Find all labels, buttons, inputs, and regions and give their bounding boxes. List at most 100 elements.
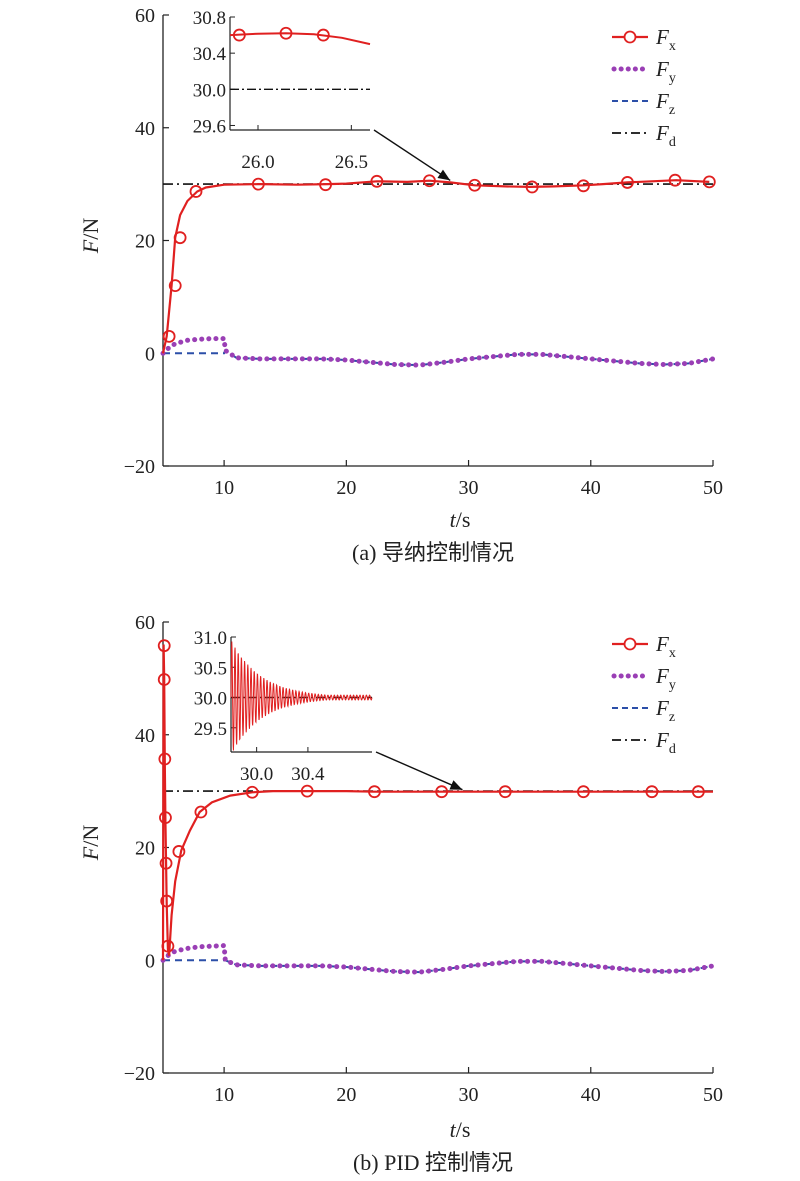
series-fx-marker	[319, 178, 332, 192]
inset-fx-marker	[279, 26, 293, 40]
legend-label-fy: Fy	[655, 57, 676, 86]
series-fx-marker	[423, 174, 436, 188]
legend-label-fd: Fd	[655, 121, 676, 150]
x-tick-label: 30	[459, 1084, 479, 1106]
series-fx-marker	[577, 179, 590, 193]
x-axis-label-unit: /s	[456, 507, 471, 532]
series-fy-line	[160, 942, 716, 975]
series-fy-line	[160, 336, 716, 368]
series-fx-line	[161, 179, 710, 354]
legend-label-main: F	[655, 57, 669, 81]
x-axis-label-var: t	[450, 1117, 457, 1142]
y-axis-label-unit: /N	[78, 825, 103, 847]
legend-label-sub: d	[669, 742, 676, 757]
x-tick-label: 10	[214, 477, 234, 499]
x-tick-label: 30	[459, 477, 479, 499]
series-fx-marker	[525, 180, 539, 194]
series-fx-marker	[621, 176, 634, 189]
legend-label-fx: Fx	[655, 25, 676, 54]
series-fx-marker	[300, 784, 314, 798]
y-axis-label-unit: /N	[78, 218, 103, 240]
zoom-arrow-line	[373, 129, 451, 182]
y-tick-label: −20	[124, 1063, 155, 1085]
legend-label-main: F	[655, 728, 669, 752]
inset-y-tick-label: 29.5	[194, 719, 227, 740]
zoom-arrow-head	[449, 780, 463, 790]
legend-label-main: F	[655, 89, 669, 113]
y-tick-label: 60	[135, 5, 155, 27]
legend-label-fz: Fz	[655, 89, 675, 118]
inset-fx-oscillation	[230, 641, 373, 751]
inset-panel: 29.5 30.0 30.5 31.0 30.0 30.4	[194, 628, 373, 785]
legend-label-main: F	[655, 696, 669, 720]
inset-fx-line	[229, 32, 371, 46]
series-fx-marker	[160, 894, 174, 908]
x-tick-label: 40	[581, 477, 601, 499]
y-tick-label: 0	[145, 950, 155, 972]
zoom-arrow-head	[437, 169, 451, 181]
inset-fx-marker	[232, 28, 246, 42]
x-tick-label: 10	[214, 1084, 234, 1106]
series-fx-marker	[368, 785, 381, 799]
x-tick-label: 50	[703, 477, 723, 499]
y-tick-label: 40	[135, 118, 155, 140]
legend-label-fx: Fx	[655, 632, 676, 661]
series-fx-marker	[158, 752, 172, 766]
inset-panel: 29.6 30.0 30.4 30.8 26.0 26.5	[193, 8, 371, 173]
zoom-arrow-line	[375, 751, 463, 791]
x-tick-label: 40	[581, 1084, 601, 1106]
x-tick-label: 50	[703, 1084, 723, 1106]
series-fx-marker	[173, 231, 187, 245]
series-fx-marker	[702, 175, 716, 189]
legend-label-main: F	[655, 25, 669, 49]
legend-label-main: F	[655, 121, 669, 145]
legend-label-sub: x	[669, 646, 676, 661]
inset-background	[230, 15, 370, 132]
series-fx-marker	[691, 785, 705, 799]
legend-label-sub: z	[669, 103, 675, 118]
legend-label-fz: Fz	[655, 696, 675, 725]
inset-x-tick-label: 26.0	[241, 152, 274, 173]
inset-x-tick-label: 30.0	[240, 764, 273, 785]
y-tick-label: 20	[135, 838, 155, 860]
legend-label-sub: y	[669, 71, 676, 86]
inset-y-tick-label: 30.0	[194, 689, 227, 710]
legend-marker-fx	[623, 30, 637, 44]
series-fx-line	[161, 644, 713, 961]
y-axis-label-var: F	[78, 846, 103, 861]
y-axis-label: F/N	[78, 825, 103, 862]
y-tick-label: 0	[145, 343, 155, 365]
inset-y-tick-label: 30.4	[193, 44, 227, 65]
series-fx-marker	[162, 329, 176, 343]
y-tick-label: 60	[135, 612, 155, 634]
y-axis-label: F/N	[78, 218, 103, 255]
series-fx-marker	[668, 173, 682, 187]
series-fx-marker	[159, 811, 172, 825]
x-axis-label-var: t	[450, 507, 457, 532]
series-fx-marker	[172, 845, 186, 858]
legend-label-sub: d	[669, 135, 676, 150]
x-axis-label: t/s	[450, 1117, 471, 1142]
series-fx-marker	[251, 177, 265, 191]
series-fx-marker	[157, 639, 171, 653]
inset-fx-marker	[316, 28, 330, 42]
legend-label-sub: y	[669, 678, 676, 693]
inset-y-tick-label: 31.0	[194, 628, 227, 649]
series-fx-marker	[194, 805, 208, 819]
x-axis-label: t/s	[450, 507, 471, 532]
y-axis-label-var: F	[78, 239, 103, 254]
y-tick-label: 40	[135, 725, 155, 747]
x-tick-label: 20	[336, 1084, 356, 1106]
inset-y-tick-label: 30.0	[193, 80, 226, 101]
legend-marker-fx	[623, 637, 637, 651]
inset-x-tick-label: 26.5	[335, 152, 368, 173]
series-fx-marker	[370, 174, 384, 188]
y-tick-label: 20	[135, 231, 155, 253]
legend-label-fd: Fd	[655, 728, 676, 757]
series-fx-marker	[159, 856, 173, 870]
chart-panel-b: −20 0 20 40 60 10 20 30 40 50 t/s F/N (b) PID 控制情况 Fx…	[78, 612, 723, 1175]
inset-y-tick-label: 29.6	[193, 116, 226, 137]
series-fx-marker	[645, 785, 659, 799]
